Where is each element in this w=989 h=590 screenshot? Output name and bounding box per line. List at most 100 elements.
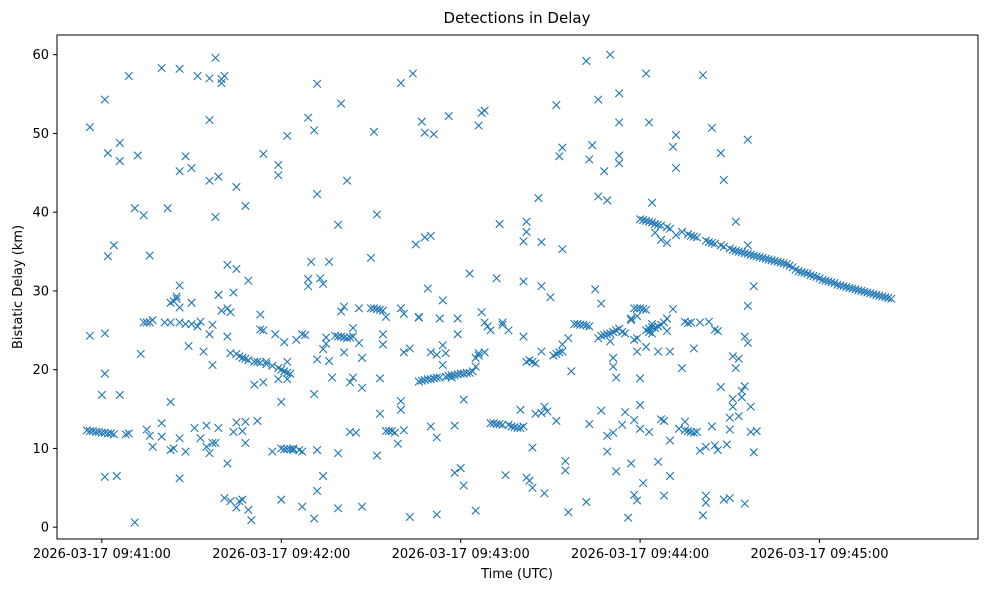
data-point (501, 471, 510, 480)
y-axis-label: Bistatic Delay (km) (11, 225, 26, 349)
data-point (366, 253, 376, 263)
data-point (312, 486, 322, 496)
data-point (396, 78, 406, 88)
data-point (333, 220, 343, 229)
data-point (312, 189, 322, 199)
y-tick-label: 30 (32, 284, 49, 299)
data-point (280, 445, 289, 454)
data-point (336, 99, 346, 108)
data-point (283, 368, 292, 378)
series-track-g (629, 304, 669, 338)
data-point (632, 333, 642, 343)
data-point (737, 393, 746, 402)
data-point (671, 230, 681, 240)
data-point (444, 111, 453, 121)
data-point (480, 106, 489, 115)
data-point (632, 311, 642, 321)
data-point (540, 489, 549, 498)
data-point (420, 128, 429, 137)
data-point (423, 284, 432, 293)
data-point (163, 204, 172, 213)
data-point (519, 332, 528, 341)
data-point (435, 314, 444, 323)
data-point (486, 326, 495, 335)
data-point (686, 318, 696, 327)
data-point (827, 278, 836, 287)
series-track-f (522, 319, 630, 368)
data-point (354, 304, 364, 313)
data-point (85, 122, 95, 132)
data-point (597, 406, 606, 415)
data-point (653, 457, 663, 467)
data-point (495, 219, 504, 229)
data-point (253, 416, 262, 426)
data-point (226, 348, 235, 358)
data-point (187, 163, 196, 173)
data-point (369, 127, 379, 137)
data-point (611, 467, 621, 476)
data-point (100, 472, 110, 481)
data-point (698, 511, 708, 520)
data-point (318, 345, 328, 354)
data-point (193, 71, 202, 81)
data-point (357, 353, 367, 363)
y-tick-label: 60 (32, 48, 49, 63)
data-point (737, 386, 746, 396)
data-point (614, 159, 624, 168)
data-point (157, 432, 166, 441)
data-point (375, 305, 385, 315)
data-point (339, 302, 349, 311)
series-track-d (414, 367, 477, 386)
data-point (558, 245, 567, 254)
data-point (220, 493, 229, 503)
data-point (109, 241, 119, 250)
data-point (136, 349, 145, 359)
data-point (606, 337, 615, 346)
data-point (214, 172, 223, 181)
data-point (205, 115, 214, 125)
data-point (725, 425, 734, 434)
data-point (620, 408, 630, 417)
data-point (205, 74, 214, 83)
data-point (187, 319, 196, 329)
data-point (97, 390, 107, 400)
data-point (306, 257, 316, 266)
data-point (217, 78, 226, 88)
data-point (357, 502, 367, 511)
data-point (659, 416, 669, 426)
data-point (492, 274, 501, 283)
data-point (298, 330, 307, 339)
data-point (211, 53, 220, 63)
x-tick-label: 2026-03-17 09:44:00 (571, 547, 709, 562)
data-point (327, 373, 337, 382)
data-point (238, 426, 247, 436)
data-point (232, 418, 241, 427)
data-point (522, 217, 531, 226)
data-point (447, 373, 456, 382)
data-point (148, 442, 157, 452)
data-point (342, 176, 352, 185)
data-point (641, 342, 651, 352)
data-point (695, 318, 705, 327)
data-point (85, 331, 95, 341)
data-point (701, 442, 711, 452)
data-point (208, 438, 217, 448)
data-point (411, 240, 421, 249)
data-point (528, 443, 537, 452)
data-point (339, 348, 349, 357)
data-point (124, 429, 133, 438)
data-point (286, 445, 295, 454)
data-point (303, 274, 313, 284)
data-point (707, 422, 717, 431)
data-point (561, 456, 570, 466)
data-point (635, 424, 645, 433)
data-point (357, 383, 367, 392)
data-point (528, 483, 537, 493)
data-point (695, 446, 705, 455)
data-point (689, 428, 699, 437)
data-point (480, 348, 489, 357)
data-point (106, 429, 116, 438)
data-point (250, 380, 259, 389)
data-point (450, 421, 459, 430)
data-point (716, 148, 726, 158)
